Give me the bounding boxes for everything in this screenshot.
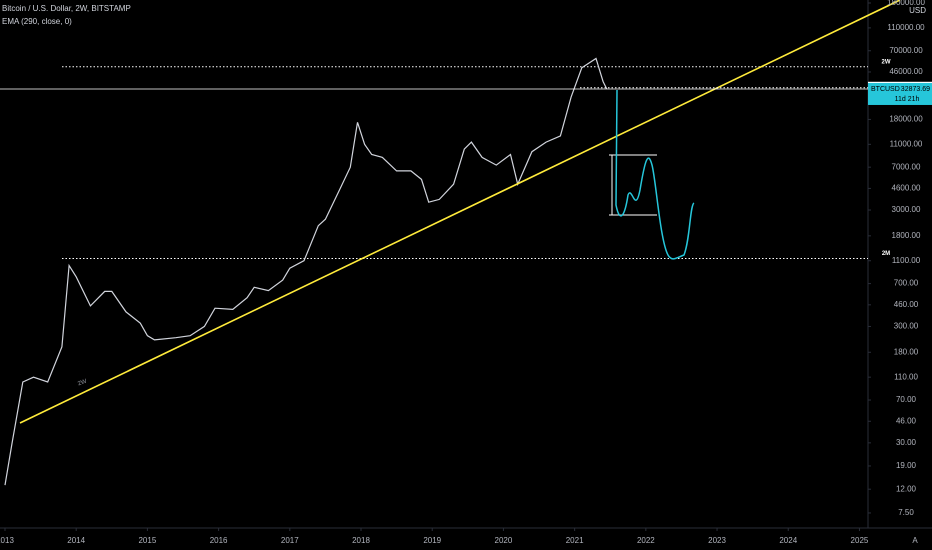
- x-tick-label: 2024: [779, 536, 797, 545]
- y-tick-label: 46.00: [896, 416, 917, 425]
- trendline-label: 2W: [77, 379, 88, 388]
- x-tick-label: 2016: [210, 536, 228, 545]
- x-tick-label: 2014: [67, 536, 85, 545]
- y-tick-label: 18000.00: [889, 115, 923, 124]
- y-axis-label: USD: [909, 6, 926, 15]
- y-tick-label: 12.00: [896, 484, 917, 493]
- x-tick-label: 2022: [637, 536, 655, 545]
- y-tick-label: 46000.00: [889, 67, 923, 76]
- x-tick-label: 2017: [281, 536, 299, 545]
- y-tick-label: 300.00: [894, 322, 919, 331]
- y-tick-label: 4600.00: [892, 184, 921, 193]
- y-tick-label: 110000.00: [887, 23, 925, 32]
- y-tick-label: 30.00: [896, 438, 917, 447]
- y-tick-label: 7.50: [898, 508, 914, 517]
- price-line: [4, 57, 608, 486]
- y-tick-label: 110.00: [894, 372, 918, 381]
- auto-scale-button[interactable]: [903, 534, 927, 548]
- trendline: [19, 0, 901, 424]
- last-price-symbol: BTCUSD: [871, 86, 900, 93]
- x-tick-label: 2019: [423, 536, 441, 545]
- last-price-label: 32873.69: [901, 86, 930, 93]
- level-label: 2M: [882, 251, 890, 257]
- y-tick-label: 180.00: [894, 347, 919, 356]
- y-tick-label: 11000.00: [890, 139, 923, 148]
- y-tick-label: 70.00: [896, 395, 917, 404]
- x-tick-label: 2018: [352, 536, 370, 545]
- y-tick-label: 19.00: [896, 461, 917, 470]
- x-tick-label: 2025: [851, 536, 869, 545]
- y-tick-label: 180000.00: [887, 0, 925, 7]
- x-tick-label: 2021: [566, 536, 584, 545]
- projection: [609, 89, 695, 260]
- y-tick-label: 3000.00: [892, 205, 921, 214]
- x-tick-label: 2023: [708, 536, 726, 545]
- y-tick-label: 70000.00: [889, 46, 923, 55]
- last-price-tag: [868, 82, 932, 105]
- y-tick-label: 700.00: [894, 279, 919, 288]
- y-tick-label: 1100.00: [892, 256, 921, 265]
- y-tick-label: 7000.00: [892, 162, 921, 171]
- plot: [4, 57, 868, 486]
- x-tick-label: 2020: [495, 536, 513, 545]
- level-label: 2W: [882, 59, 891, 65]
- projection-path: [615, 89, 695, 260]
- x-tick-label: 2013: [0, 536, 14, 545]
- countdown: 11d 21h: [895, 96, 920, 103]
- y-tick-label: 460.00: [894, 300, 919, 309]
- y-tick-label: 1800.00: [892, 231, 921, 240]
- auto-scale-label[interactable]: A: [912, 536, 918, 545]
- chart-title: Bitcoin / U.S. Dollar, 2W, BITSTAMP: [2, 4, 131, 13]
- x-tick-label: 2015: [138, 536, 156, 545]
- indicator-label: EMA (290, close, 0): [2, 17, 72, 26]
